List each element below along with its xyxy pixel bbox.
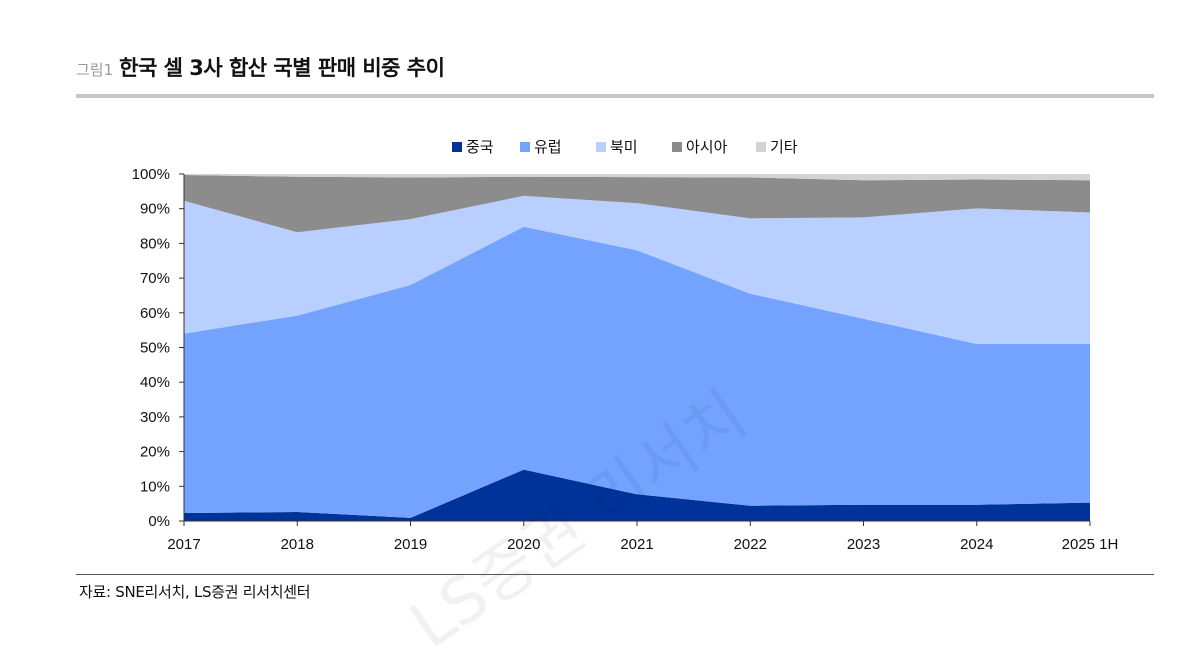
title-divider <box>76 94 1154 98</box>
area-기타 <box>184 174 1090 181</box>
y-tick-label: 30% <box>140 409 170 426</box>
figure-header: 그림1 한국 셀 3사 합산 국별 판매 비중 추이 <box>76 52 1154 82</box>
y-tick-label: 10% <box>140 478 170 495</box>
y-tick-label: 100% <box>132 166 170 183</box>
source-note: 자료: SNE리서치, LS증권 리서치센터 <box>79 583 311 601</box>
area-중국 <box>184 469 1090 521</box>
legend-label-북미: 북미 <box>610 138 638 156</box>
stacked-area-chart: 0% 10% 20% 30% 40% 50% 60% 70% 80% 90% 100% 2017 201… <box>132 138 1119 553</box>
footer-divider <box>76 574 1154 575</box>
legend: 중국 유럽 북미 아시아 기타 <box>452 138 798 156</box>
x-tick-label: 2025 1H <box>1062 536 1119 553</box>
y-tick-label: 40% <box>140 374 170 391</box>
x-tick-label: 2020 <box>507 536 540 553</box>
legend-swatch-아시아 <box>672 142 682 152</box>
legend-swatch-북미 <box>596 142 606 152</box>
area-유럽 <box>184 226 1090 518</box>
figure-label: 그림1 <box>76 61 114 79</box>
y-tick-label: 20% <box>140 444 170 461</box>
x-tick-label: 2017 <box>167 536 200 553</box>
y-tick-label: 0% <box>148 513 170 530</box>
y-tick-label: 80% <box>140 235 170 252</box>
y-tick-label: 60% <box>140 305 170 322</box>
area-아시아 <box>184 175 1090 233</box>
area-layers <box>184 174 1090 521</box>
y-tick-label: 50% <box>140 340 170 357</box>
legend-swatch-유럽 <box>520 142 530 152</box>
x-tick-label: 2021 <box>620 536 653 553</box>
legend-label-유럽: 유럽 <box>534 138 562 156</box>
x-tick-label: 2022 <box>734 536 767 553</box>
x-tick-label: 2023 <box>847 536 880 553</box>
legend-swatch-기타 <box>756 142 766 152</box>
x-tick-label: 2018 <box>281 536 314 553</box>
legend-label-중국: 중국 <box>466 138 494 156</box>
legend-label-기타: 기타 <box>770 138 798 156</box>
y-tick-label: 70% <box>140 270 170 287</box>
x-tick-label: 2024 <box>960 536 993 553</box>
axes: 0% 10% 20% 30% 40% 50% 60% 70% 80% 90% 100% 2017 201… <box>132 166 1119 553</box>
legend-label-아시아: 아시아 <box>686 138 728 156</box>
legend-swatch-중국 <box>452 142 462 152</box>
chart-title: 한국 셀 3사 합산 국별 판매 비중 추이 <box>119 56 445 80</box>
area-북미 <box>184 195 1090 345</box>
y-tick-label: 90% <box>140 201 170 218</box>
x-tick-label: 2019 <box>394 536 427 553</box>
